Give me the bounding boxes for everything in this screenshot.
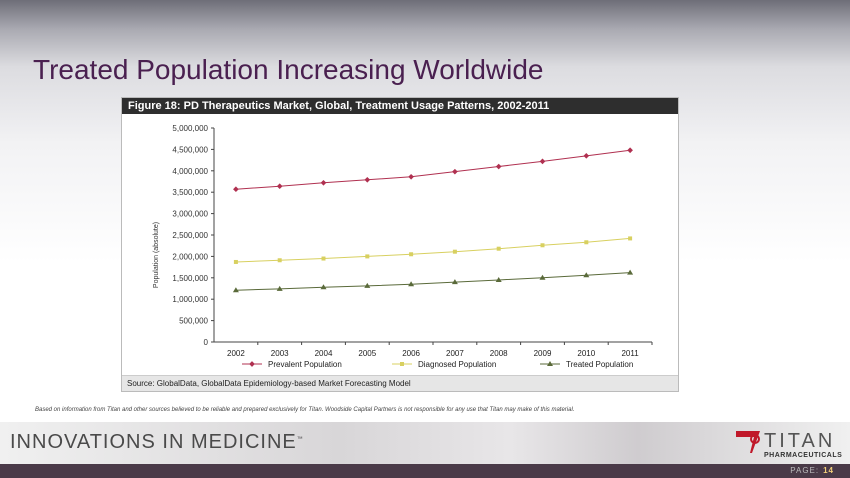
legend-label: Diagnosed Population	[418, 360, 496, 369]
x-tick-label: 2004	[315, 349, 333, 358]
data-point	[233, 186, 239, 193]
y-tick-label: 0	[204, 338, 209, 347]
data-point	[409, 252, 414, 257]
legend-label: Treated Population	[566, 360, 633, 369]
logo-name: TITAN	[764, 430, 835, 452]
y-axis-label: Population (absolute)	[153, 222, 160, 288]
legend-marker	[547, 361, 553, 366]
data-point	[496, 246, 501, 251]
footer-band	[0, 422, 850, 464]
x-tick-label: 2007	[446, 349, 464, 358]
slide-title: Treated Population Increasing Worldwide	[33, 54, 544, 85]
y-tick-label: 4,500,000	[172, 145, 208, 154]
x-tick-label: 2005	[358, 349, 376, 358]
chart-panel: Figure 18: PD Therapeutics Market, Globa…	[121, 97, 679, 392]
x-tick-label: 2002	[227, 349, 245, 358]
page-label: PAGE:	[790, 466, 820, 475]
data-point	[320, 179, 327, 186]
y-tick-label: 2,000,000	[172, 252, 208, 261]
data-point	[364, 176, 371, 183]
data-point	[276, 285, 283, 291]
chart-source: Source: GlobalData, GlobalData Epidemiol…	[122, 375, 678, 391]
data-point	[232, 287, 239, 293]
series-line-2	[235, 272, 631, 291]
x-tick-label: 2010	[577, 349, 595, 358]
data-point	[539, 274, 546, 280]
data-point	[276, 183, 283, 190]
titan-logo: TITAN PHARMACEUTICALS	[734, 425, 846, 463]
data-point	[583, 152, 590, 159]
data-point	[321, 256, 326, 261]
data-point	[539, 158, 546, 165]
data-point	[451, 279, 458, 285]
data-point	[495, 163, 502, 170]
y-tick-label: 5,000,000	[172, 124, 208, 133]
data-point	[452, 249, 457, 254]
bottom-bar	[0, 464, 850, 478]
logo-sub: PHARMACEUTICALS	[764, 452, 843, 459]
y-tick-label: 3,500,000	[172, 188, 208, 197]
y-tick-label: 1,000,000	[172, 295, 208, 304]
data-point	[583, 272, 590, 278]
data-point	[365, 254, 370, 259]
y-tick-label: 1,500,000	[172, 274, 208, 283]
data-point	[364, 282, 371, 288]
page-indicator: PAGE: 14	[790, 466, 834, 475]
data-point	[627, 269, 634, 275]
data-point	[320, 284, 327, 290]
data-point	[495, 276, 502, 282]
series-line-1	[235, 237, 631, 263]
line-chart: 0 500,000 1,000,000 1,500,000 2,000,000 2,500…	[153, 124, 653, 369]
data-point	[233, 259, 238, 264]
page-number: 14	[823, 466, 834, 475]
x-tick-label: 2008	[490, 349, 508, 358]
legend-marker	[400, 362, 404, 366]
y-tick-label: 3,000,000	[172, 210, 208, 219]
trademark: ™	[296, 436, 304, 443]
y-tick-label: 500,000	[179, 317, 208, 326]
x-tick-label: 2003	[271, 349, 289, 358]
data-point	[408, 281, 415, 287]
y-tick-label: 2,500,000	[172, 231, 208, 240]
legend-label: Prevalent Population	[268, 360, 342, 369]
data-point	[277, 258, 282, 263]
legend-marker	[249, 361, 255, 367]
data-point	[584, 240, 589, 245]
x-tick-label: 2011	[621, 349, 639, 358]
data-point	[452, 168, 458, 175]
y-tick-label: 4,000,000	[172, 167, 208, 176]
x-tick-label: 2009	[534, 349, 552, 358]
data-point	[627, 147, 633, 154]
series-line-0	[235, 149, 631, 190]
disclaimer: Based on information from Titan and othe…	[35, 407, 575, 413]
x-tick-label: 2006	[402, 349, 420, 358]
tagline: INNOVATIONS IN MEDICINE™	[10, 431, 304, 454]
tagline-text: INNOVATIONS IN MEDICINE	[10, 431, 297, 453]
data-point	[540, 243, 545, 248]
titan-logo-icon: TITAN	[736, 430, 835, 453]
data-point	[408, 173, 414, 180]
data-point	[628, 236, 633, 241]
chart-title: Figure 18: PD Therapeutics Market, Globa…	[122, 98, 678, 114]
